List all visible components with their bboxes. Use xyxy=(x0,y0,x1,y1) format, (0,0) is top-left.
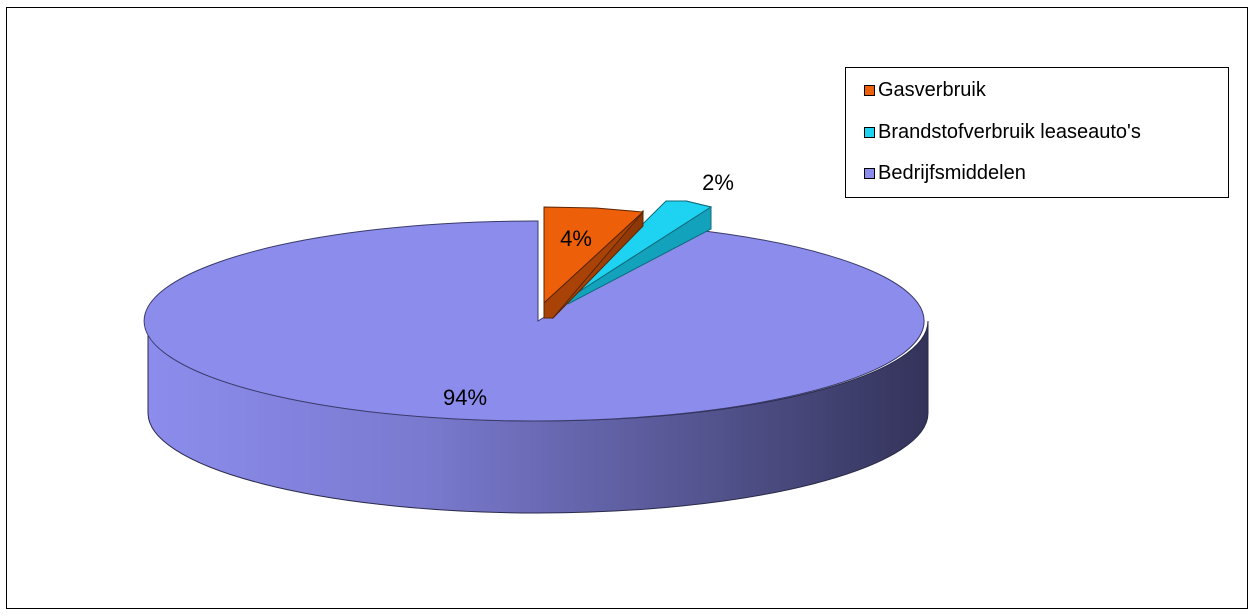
legend-swatch-1 xyxy=(864,126,875,138)
legend-item-gasverbruik: Gasverbruik xyxy=(864,78,986,102)
legend-swatch-0 xyxy=(864,84,875,96)
legend-label-0: Gasverbruik xyxy=(878,78,986,101)
legend: Gasverbruik Brandstofverbruik leaseauto'… xyxy=(845,67,1229,198)
data-label-2: 94% xyxy=(443,385,487,410)
pie-slice-edge-0 xyxy=(543,211,644,319)
data-label-0: 4% xyxy=(560,226,592,251)
legend-label-1: Brandstofverbruik leaseauto's xyxy=(878,120,1141,143)
pie-slice-2 xyxy=(143,220,925,422)
legend-label-2: Bedrijfsmiddelen xyxy=(878,161,1026,184)
legend-item-bedrijfsmiddelen: Bedrijfsmiddelen xyxy=(864,161,1026,185)
data-label-1: 2% xyxy=(702,170,734,195)
legend-swatch-2 xyxy=(864,167,875,179)
legend-item-brandstofverbruik: Brandstofverbruik leaseauto's xyxy=(864,120,1141,144)
